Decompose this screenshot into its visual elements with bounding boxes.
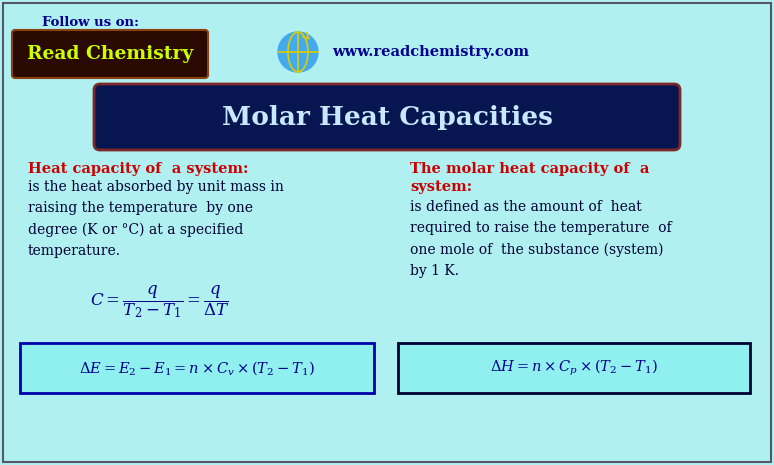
Text: Molar Heat Capacities: Molar Heat Capacities (221, 105, 553, 129)
Text: is defined as the amount of  heat
required to raise the temperature  of
one mole: is defined as the amount of heat require… (410, 200, 672, 278)
Text: $\Delta H = n \times C_p \times (T_2 - T_1)$: $\Delta H = n \times C_p \times (T_2 - T… (490, 358, 658, 378)
Text: Follow us on:: Follow us on: (42, 16, 139, 29)
Circle shape (278, 32, 318, 72)
Text: $C = \dfrac{q}{T_2 - T_1} = \dfrac{q}{\Delta T}$: $C = \dfrac{q}{T_2 - T_1} = \dfrac{q}{\D… (91, 284, 230, 320)
Text: $\Delta E = E_2 - E_1 = n \times C_v \times (T_2 - T_1)$: $\Delta E = E_2 - E_1 = n \times C_v \ti… (79, 359, 315, 377)
FancyBboxPatch shape (94, 84, 680, 150)
Text: is the heat absorbed by unit mass in
raising the temperature  by one
degree (K o: is the heat absorbed by unit mass in rai… (28, 180, 284, 258)
Text: www.readchemistry.com: www.readchemistry.com (332, 45, 529, 59)
Text: Heat capacity of  a system:: Heat capacity of a system: (28, 162, 248, 176)
Text: system:: system: (410, 180, 472, 194)
Text: Read Chemistry: Read Chemistry (27, 45, 194, 63)
FancyBboxPatch shape (12, 30, 208, 78)
Text: The molar heat capacity of  a: The molar heat capacity of a (410, 162, 649, 176)
FancyBboxPatch shape (20, 343, 374, 393)
FancyBboxPatch shape (398, 343, 750, 393)
